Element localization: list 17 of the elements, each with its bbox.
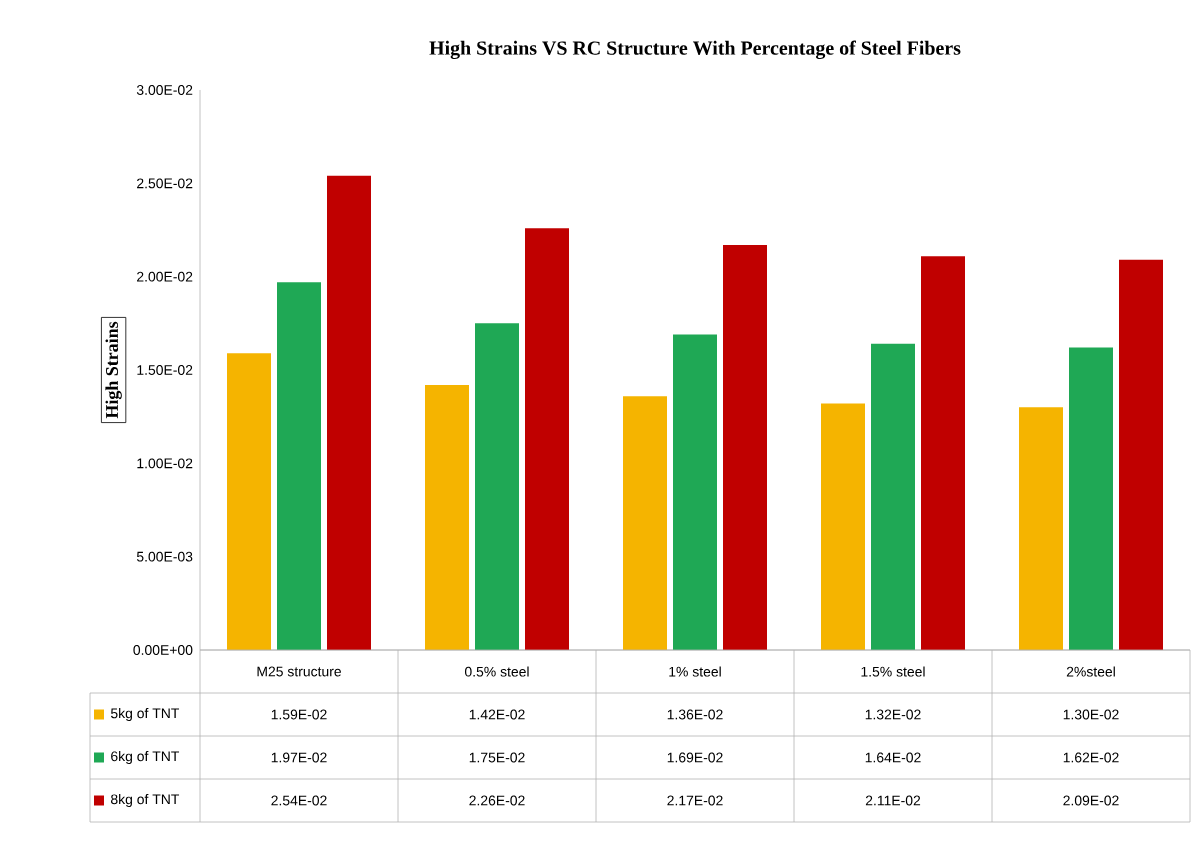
bar bbox=[1069, 347, 1113, 650]
bar bbox=[623, 396, 667, 650]
bar bbox=[871, 343, 915, 650]
bar bbox=[1119, 259, 1163, 650]
bar bbox=[723, 244, 767, 650]
bar bbox=[1019, 407, 1063, 650]
bar bbox=[425, 384, 469, 650]
bar bbox=[475, 323, 519, 650]
bar bbox=[525, 228, 569, 650]
bar bbox=[227, 353, 271, 650]
y-axis-title: High Strains bbox=[105, 321, 122, 419]
bar bbox=[327, 175, 371, 650]
bar bbox=[921, 256, 965, 650]
bar bbox=[821, 403, 865, 650]
bar bbox=[277, 282, 321, 650]
chart-title: High Strains VS RC Structure With Percentage of Steel Fibers bbox=[429, 40, 961, 60]
bar bbox=[673, 334, 717, 650]
